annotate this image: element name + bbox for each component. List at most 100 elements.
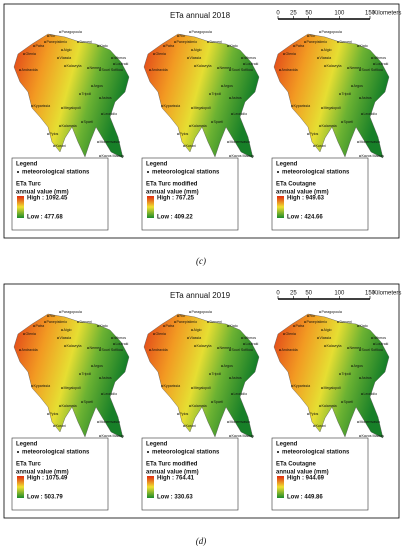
station-dot bbox=[87, 67, 89, 69]
station-dot bbox=[283, 333, 285, 335]
station-dot bbox=[229, 155, 231, 157]
station-dot bbox=[321, 49, 323, 51]
legend-stations: meteorological stations bbox=[152, 170, 220, 176]
station-dot bbox=[177, 35, 179, 37]
station-label: Kavos Maleas bbox=[102, 154, 125, 158]
panel-caption: (c) bbox=[196, 256, 206, 266]
station-dot bbox=[194, 65, 196, 67]
station-label: Panepistimio bbox=[307, 320, 328, 324]
legend-method: ETa Turc modified bbox=[146, 182, 198, 188]
station-dot bbox=[79, 373, 81, 375]
station-label: Souri Sofikou bbox=[362, 68, 383, 72]
legend: Legend meteorological stations ETa Coutagn… bbox=[271, 437, 369, 511]
station-dot bbox=[347, 67, 349, 69]
station-dot bbox=[191, 329, 193, 331]
station-label: Kalavryta bbox=[327, 344, 342, 348]
station-dot bbox=[357, 325, 359, 327]
station-dot bbox=[187, 337, 189, 339]
station-dot bbox=[163, 45, 165, 47]
station-label: Aigio bbox=[324, 328, 332, 332]
legend-swatch bbox=[277, 196, 284, 218]
legend-low: Low : 330.63 bbox=[157, 495, 193, 501]
station-dot bbox=[207, 41, 209, 43]
station-dot bbox=[33, 45, 35, 47]
station-dot bbox=[321, 387, 323, 389]
station-label: Argos bbox=[94, 84, 104, 88]
station-label: Pylos bbox=[50, 412, 59, 416]
legend: Legend meteorological stations ETa Turc mo… bbox=[141, 157, 239, 231]
station-label: Rio bbox=[50, 314, 55, 318]
station-label: Paragopoula bbox=[322, 30, 342, 34]
station-dot bbox=[279, 69, 281, 71]
station-dot bbox=[64, 65, 66, 67]
station-dot bbox=[64, 345, 66, 347]
station-dot bbox=[113, 63, 115, 65]
station-dot bbox=[227, 325, 229, 327]
station-dot bbox=[361, 393, 363, 395]
station-dot bbox=[33, 325, 35, 327]
station-label: Megalopoli bbox=[64, 106, 82, 110]
station-dot bbox=[161, 105, 163, 107]
legend-method: ETa Turc bbox=[16, 462, 41, 468]
station-dot bbox=[61, 329, 63, 331]
map: Rio Paragopoula Patra Derveni Kiato Panepisti… bbox=[271, 30, 390, 231]
station-label: Monemvasia bbox=[360, 420, 380, 424]
station-label: Monemvasia bbox=[100, 420, 120, 424]
station-dot bbox=[87, 347, 89, 349]
station-label: Rio bbox=[310, 34, 315, 38]
station-dot bbox=[321, 329, 323, 331]
station-label: Kalamata bbox=[192, 404, 207, 408]
station-dot bbox=[19, 69, 21, 71]
station-label: Aigio bbox=[324, 48, 332, 52]
station-dot bbox=[359, 69, 361, 71]
station-label: Monemvasia bbox=[360, 140, 380, 144]
legend-swatch bbox=[17, 476, 24, 498]
station-label: Tripoli bbox=[342, 372, 352, 376]
station-dot bbox=[97, 325, 99, 327]
panel-title: ETa annual 2019 bbox=[170, 291, 231, 300]
legend-box bbox=[11, 437, 109, 511]
station-dot bbox=[91, 85, 93, 87]
station-dot bbox=[229, 69, 231, 71]
station-label: Koroni bbox=[316, 424, 327, 428]
station-dot bbox=[23, 53, 25, 55]
station-dot bbox=[307, 315, 309, 317]
station-label: Paragopoula bbox=[62, 30, 82, 34]
station-dot bbox=[47, 315, 49, 317]
legend: Legend meteorological stations ETa Turc ann… bbox=[11, 437, 109, 511]
station-dot bbox=[319, 311, 321, 313]
station-dot bbox=[341, 121, 343, 123]
station-label: Olenia bbox=[286, 52, 296, 56]
station-dot bbox=[59, 405, 61, 407]
scale-label: 50 bbox=[305, 11, 312, 17]
station-label: Kalamata bbox=[62, 124, 77, 128]
legend-high: High : 1075.49 bbox=[27, 476, 68, 482]
station-label: Vlassia bbox=[60, 56, 72, 60]
station-label: Kavos Maleas bbox=[102, 434, 125, 438]
station-dot bbox=[183, 145, 185, 147]
station-dot bbox=[57, 57, 59, 59]
station-dot bbox=[177, 133, 179, 135]
station-label: Koroni bbox=[316, 144, 327, 148]
station-dot bbox=[44, 321, 46, 323]
legend-low: Low : 424.66 bbox=[287, 215, 323, 221]
station-dot bbox=[359, 155, 361, 157]
station-dot bbox=[324, 65, 326, 67]
station-dot bbox=[229, 97, 231, 99]
panel-title: ETa annual 2018 bbox=[170, 11, 231, 20]
station-dot bbox=[99, 377, 101, 379]
station-dot bbox=[44, 41, 46, 43]
station-dot bbox=[153, 333, 155, 335]
station-dot bbox=[357, 141, 359, 143]
station-label: Vlassia bbox=[320, 336, 332, 340]
station-dot bbox=[174, 41, 176, 43]
legend-unit: annual value (mm) bbox=[146, 470, 199, 476]
scale-label: 25 bbox=[290, 291, 297, 297]
station-dot bbox=[319, 125, 321, 127]
station-dot bbox=[209, 373, 211, 375]
station-dot bbox=[81, 401, 83, 403]
map: Rio Paragopoula Patra Derveni Kiato Panepisti… bbox=[141, 310, 260, 511]
station-label: Kalavryta bbox=[197, 64, 212, 68]
station-dot bbox=[59, 125, 61, 127]
